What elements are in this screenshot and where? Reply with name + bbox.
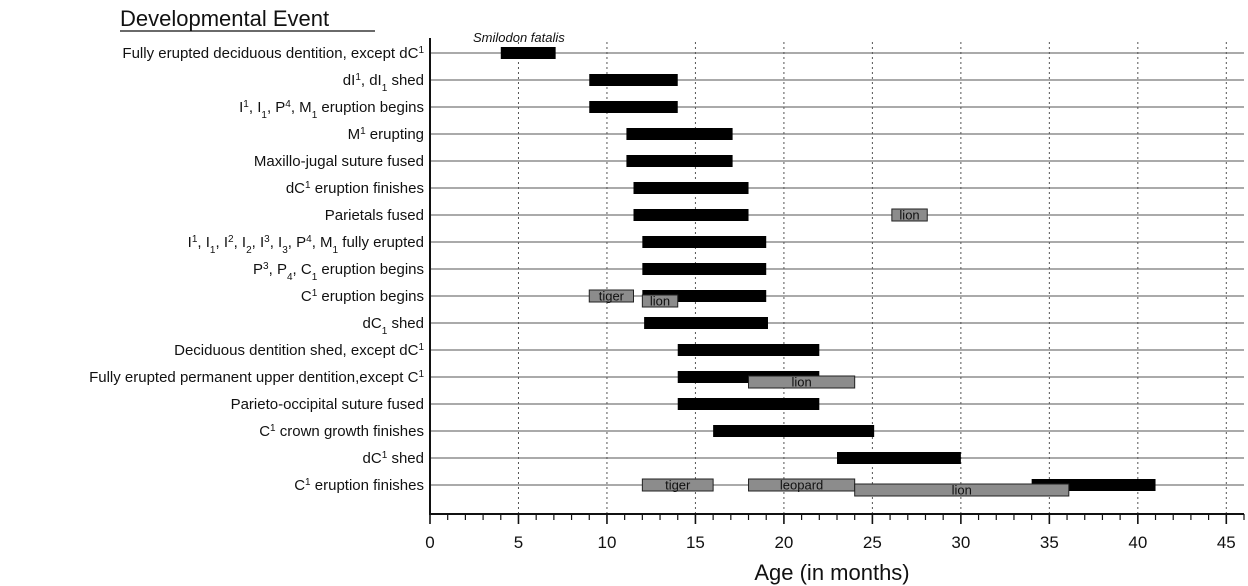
smilodon-bar (500, 47, 556, 59)
event-row: dI1, dI1 shed (343, 72, 1244, 94)
x-axis-title: Age (in months) (754, 560, 909, 585)
event-row: M1 erupting (348, 126, 1244, 144)
event-label: Parieto-occipital suture fused (231, 396, 424, 413)
event-label: dC1 shed (363, 315, 424, 337)
event-row: P3, P4, C1 eruption begins (253, 261, 1244, 283)
x-tick-label: 20 (774, 533, 793, 552)
event-label: I1, I1, I2, I2, I3, I3, P4, M1 fully eru… (188, 234, 424, 256)
column-title: Developmental Event (120, 6, 329, 31)
comparison-label: tiger (599, 289, 625, 304)
comparison-bar-lion (748, 375, 856, 389)
event-label: P3, P4, C1 eruption begins (253, 261, 424, 283)
event-label: dC1 eruption finishes (286, 180, 424, 198)
event-label: C1 eruption finishes (294, 477, 424, 495)
x-tick-label: 35 (1040, 533, 1059, 552)
event-row: Deciduous dentition shed, except dC1 (174, 342, 1244, 360)
event-row: Maxillo-jugal suture fused (254, 153, 1244, 170)
x-tick-label: 0 (425, 533, 434, 552)
comparison-label: lion (650, 294, 670, 309)
smilodon-bar (633, 182, 749, 194)
event-label: Parietals fused (325, 207, 424, 224)
event-row: Parietals fused lion (325, 207, 1244, 224)
x-tick-label: 40 (1128, 533, 1147, 552)
smilodon-bar (644, 317, 768, 329)
smilodon-bar (589, 74, 678, 86)
event-label: C1 eruption begins (301, 288, 424, 306)
smilodon-bar (589, 101, 678, 113)
event-label: M1 erupting (348, 126, 424, 144)
comparison-bar-tiger (641, 478, 714, 492)
smilodon-bar (713, 425, 875, 437)
comparison-label: lion (899, 208, 919, 223)
x-tick-label: 25 (863, 533, 882, 552)
comparison-bar-lion (641, 294, 679, 308)
comparison-bar-lion (891, 208, 928, 222)
event-label: Maxillo-jugal suture fused (254, 153, 424, 170)
smilodon-bar (642, 236, 767, 248)
comparison-bar-lion (854, 483, 1070, 497)
event-label: Fully erupted permanent upper dentition,… (89, 369, 424, 387)
smilodon-bar (626, 155, 733, 167)
event-row: dC1 eruption finishes (286, 180, 1244, 198)
smilodon-bar (626, 128, 733, 140)
event-label: dI1, dI1 shed (343, 72, 424, 94)
event-row: dC1 shed (363, 315, 1244, 337)
smilodon-bar (677, 398, 820, 410)
smilodon-bar (633, 209, 749, 221)
x-tick-label: 15 (686, 533, 705, 552)
event-row: C1 eruption finishes tiger leopard lion (294, 477, 1244, 498)
x-axis: 0 5 10 15 20 25 30 35 40 45 (425, 38, 1245, 552)
smilodon-bar (677, 344, 820, 356)
event-rows: Fully erupted deciduous dentition, excep… (89, 45, 1244, 498)
event-row: I1, I1, P4, M1 eruption begins (239, 99, 1244, 121)
x-tick-label: 10 (597, 533, 616, 552)
comparison-label: tiger (665, 478, 691, 493)
comparison-label: lion (791, 375, 811, 390)
event-row: dC1 shed (363, 450, 1244, 468)
grid (517, 42, 1227, 514)
x-tick-label: 5 (514, 533, 523, 552)
event-row: Parieto-occipital suture fused (231, 396, 1244, 413)
comparison-label: leopard (780, 478, 823, 493)
event-label: C1 crown growth finishes (259, 423, 424, 441)
event-row: I1, I1, I2, I2, I3, I3, P4, M1 fully eru… (188, 234, 1244, 256)
x-tick-label: 30 (951, 533, 970, 552)
event-label: Fully erupted deciduous dentition, excep… (122, 45, 424, 63)
event-row: Fully erupted deciduous dentition, excep… (122, 45, 1244, 63)
event-label: Deciduous dentition shed, except dC1 (174, 342, 424, 360)
event-label: dC1 shed (363, 450, 424, 468)
event-row: C1 crown growth finishes (259, 423, 1244, 441)
smilodon-bar (642, 263, 767, 275)
comparison-bar-tiger (588, 289, 634, 303)
event-label: I1, I1, P4, M1 eruption begins (239, 99, 424, 121)
comparison-label: lion (952, 483, 972, 498)
species-label: Smilodon fatalis (473, 30, 565, 45)
x-tick-label: 45 (1217, 533, 1236, 552)
event-row: Fully erupted permanent upper dentition,… (89, 369, 1244, 390)
event-row: C1 eruption begins tiger lion (301, 288, 1244, 309)
smilodon-bar (837, 452, 961, 464)
